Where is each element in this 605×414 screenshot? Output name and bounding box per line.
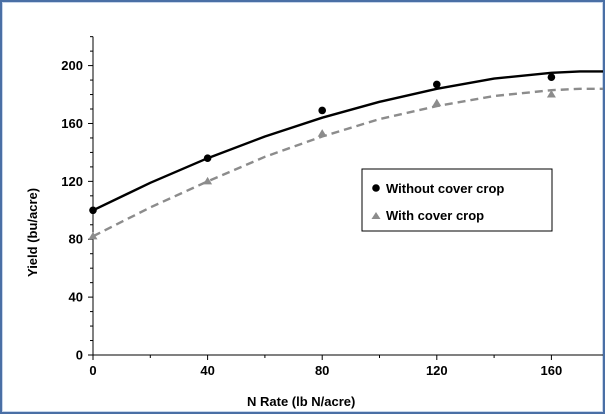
y-tick-label: 80 <box>69 232 83 247</box>
legend: Without cover crop With cover crop <box>361 168 553 232</box>
data-point-series-0 <box>318 106 327 115</box>
legend-label-with-cover-crop: With cover crop <box>386 208 484 223</box>
x-tick-label: 80 <box>315 363 329 378</box>
x-tick-label: 120 <box>426 363 448 378</box>
data-point-series-1 <box>88 231 98 240</box>
legend-marker-without-cover-crop <box>372 184 380 192</box>
y-tick-label: 120 <box>61 174 83 189</box>
y-tick-label: 40 <box>69 290 83 305</box>
data-point-series-0 <box>433 80 441 89</box>
data-point-series-1 <box>317 129 327 137</box>
x-tick-label: 40 <box>200 363 214 378</box>
axis-ticks: 0408012016020004080120160200 <box>61 36 563 378</box>
x-tick-label: 160 <box>541 363 563 378</box>
y-tick-label: 200 <box>61 58 83 73</box>
data-point-series-1 <box>432 98 442 107</box>
data-point-series-0 <box>547 73 556 81</box>
legend-box <box>361 168 553 232</box>
data-point-series-1 <box>203 176 213 185</box>
y-axis-title: Yield (bu/acre) <box>25 188 40 277</box>
y-tick-label: 160 <box>61 116 83 131</box>
data-points <box>88 73 556 240</box>
data-point-series-1 <box>546 90 556 98</box>
data-point-series-0 <box>89 206 97 215</box>
legend-label-without-cover-crop: Without cover crop <box>386 181 504 196</box>
data-point-series-0 <box>203 154 212 163</box>
x-tick-label: 0 <box>89 363 96 378</box>
x-axis-title: N Rate (lb N/acre) <box>247 394 355 409</box>
legend-marker-with-cover-crop <box>371 212 381 219</box>
y-tick-label: 0 <box>76 348 83 363</box>
